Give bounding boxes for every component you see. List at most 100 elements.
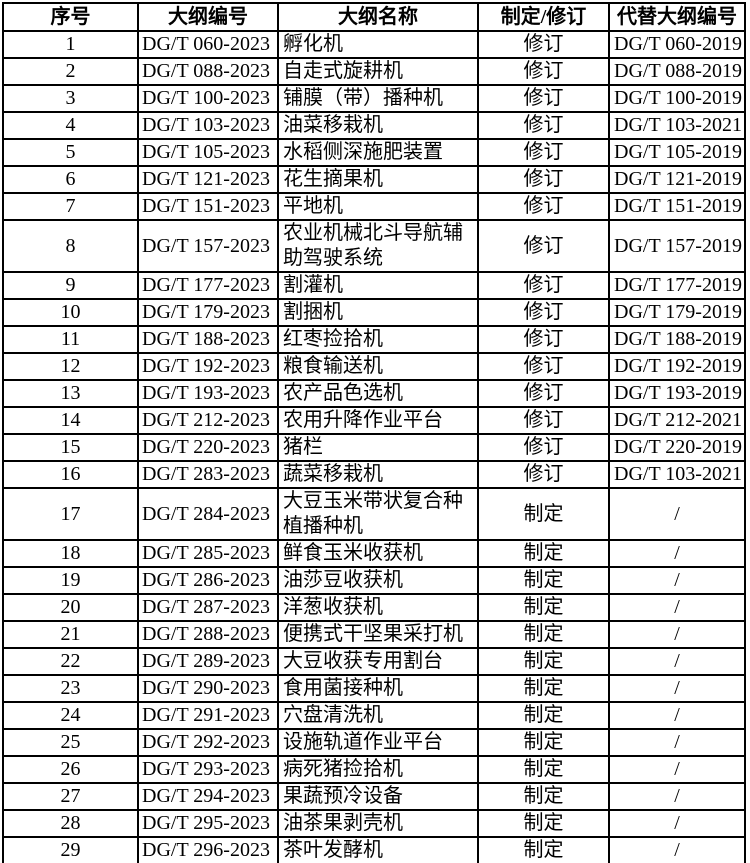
cell-replaced: / bbox=[608, 566, 746, 595]
cell-replaced: / bbox=[608, 809, 746, 838]
cell-type: 修订 bbox=[477, 192, 610, 221]
cell-name: 猪栏 bbox=[277, 433, 479, 462]
cell-code: DG/T 088-2023 bbox=[137, 57, 279, 86]
cell-name: 红枣捡拾机 bbox=[277, 325, 479, 354]
cell-name: 果蔬预冷设备 bbox=[277, 782, 479, 811]
cell-code: DG/T 103-2023 bbox=[137, 111, 279, 140]
table-row: 17 DG/T 284-2023 大豆玉米带状复合种植播种机 制定 / bbox=[2, 487, 746, 541]
column-header-outline-code: 大纲编号 bbox=[137, 2, 279, 32]
cell-no: 25 bbox=[2, 728, 139, 757]
cell-name: 病死猪捡拾机 bbox=[277, 755, 479, 784]
cell-code: DG/T 188-2023 bbox=[137, 325, 279, 354]
cell-type: 制定 bbox=[477, 728, 610, 757]
cell-no: 16 bbox=[2, 460, 139, 489]
cell-replaced: DG/T 193-2019 bbox=[608, 379, 746, 408]
cell-code: DG/T 295-2023 bbox=[137, 809, 279, 838]
cell-code: DG/T 287-2023 bbox=[137, 593, 279, 622]
cell-name: 设施轨道作业平台 bbox=[277, 728, 479, 757]
cell-type: 制定 bbox=[477, 782, 610, 811]
cell-no: 11 bbox=[2, 325, 139, 354]
cell-type: 修订 bbox=[477, 298, 610, 327]
cell-name: 穴盘清洗机 bbox=[277, 701, 479, 730]
cell-code: DG/T 157-2023 bbox=[137, 219, 279, 273]
cell-replaced: / bbox=[608, 620, 746, 649]
cell-name: 便携式干坚果采打机 bbox=[277, 620, 479, 649]
cell-replaced: DG/T 103-2021 bbox=[608, 111, 746, 140]
cell-type: 修订 bbox=[477, 219, 610, 273]
cell-type: 制定 bbox=[477, 701, 610, 730]
table-row: 25 DG/T 292-2023 设施轨道作业平台 制定 / bbox=[2, 728, 746, 757]
cell-name: 水稻侧深施肥装置 bbox=[277, 138, 479, 167]
cell-name: 油菜移栽机 bbox=[277, 111, 479, 140]
cell-code: DG/T 192-2023 bbox=[137, 352, 279, 381]
table-row: 20 DG/T 287-2023 洋葱收获机 制定 / bbox=[2, 593, 746, 622]
table-row: 23 DG/T 290-2023 食用菌接种机 制定 / bbox=[2, 674, 746, 703]
cell-code: DG/T 292-2023 bbox=[137, 728, 279, 757]
cell-no: 18 bbox=[2, 539, 139, 568]
table-row: 26 DG/T 293-2023 病死猪捡拾机 制定 / bbox=[2, 755, 746, 784]
cell-type: 制定 bbox=[477, 487, 610, 541]
cell-name: 蔬菜移栽机 bbox=[277, 460, 479, 489]
cell-no: 22 bbox=[2, 647, 139, 676]
cell-name: 食用菌接种机 bbox=[277, 674, 479, 703]
cell-type: 制定 bbox=[477, 566, 610, 595]
cell-replaced: DG/T 212-2021 bbox=[608, 406, 746, 435]
cell-no: 1 bbox=[2, 30, 139, 59]
cell-replaced: / bbox=[608, 836, 746, 863]
cell-replaced: DG/T 192-2019 bbox=[608, 352, 746, 381]
cell-name: 自走式旋耕机 bbox=[277, 57, 479, 86]
cell-name: 油茶果剥壳机 bbox=[277, 809, 479, 838]
cell-no: 19 bbox=[2, 566, 139, 595]
cell-name: 农业机械北斗导航辅助驾驶系统 bbox=[277, 219, 479, 273]
cell-no: 20 bbox=[2, 593, 139, 622]
cell-code: DG/T 060-2023 bbox=[137, 30, 279, 59]
table-row: 16 DG/T 283-2023 蔬菜移栽机 修订 DG/T 103-2021 bbox=[2, 460, 746, 489]
cell-no: 29 bbox=[2, 836, 139, 863]
cell-type: 修订 bbox=[477, 57, 610, 86]
cell-replaced: DG/T 121-2019 bbox=[608, 165, 746, 194]
table-row: 8 DG/T 157-2023 农业机械北斗导航辅助驾驶系统 修订 DG/T 157-2… bbox=[2, 219, 746, 273]
cell-type: 制定 bbox=[477, 539, 610, 568]
column-header-outline-name: 大纲名称 bbox=[277, 2, 479, 32]
cell-code: DG/T 177-2023 bbox=[137, 271, 279, 300]
cell-no: 26 bbox=[2, 755, 139, 784]
cell-replaced: DG/T 088-2019 bbox=[608, 57, 746, 86]
cell-code: DG/T 179-2023 bbox=[137, 298, 279, 327]
table-row: 7 DG/T 151-2023 平地机 修订 DG/T 151-2019 bbox=[2, 192, 746, 221]
cell-type: 修订 bbox=[477, 325, 610, 354]
cell-replaced: / bbox=[608, 487, 746, 541]
cell-no: 4 bbox=[2, 111, 139, 140]
table-row: 4 DG/T 103-2023 油菜移栽机 修订 DG/T 103-2021 bbox=[2, 111, 746, 140]
table-row: 28 DG/T 295-2023 油茶果剥壳机 制定 / bbox=[2, 809, 746, 838]
cell-type: 制定 bbox=[477, 647, 610, 676]
cell-replaced: DG/T 100-2019 bbox=[608, 84, 746, 113]
cell-replaced: DG/T 151-2019 bbox=[608, 192, 746, 221]
cell-replaced: / bbox=[608, 701, 746, 730]
cell-no: 23 bbox=[2, 674, 139, 703]
cell-replaced: DG/T 060-2019 bbox=[608, 30, 746, 59]
cell-code: DG/T 296-2023 bbox=[137, 836, 279, 863]
table-row: 10 DG/T 179-2023 割捆机 修订 DG/T 179-2019 bbox=[2, 298, 746, 327]
cell-replaced: / bbox=[608, 674, 746, 703]
table-row: 1 DG/T 060-2023 孵化机 修订 DG/T 060-2019 bbox=[2, 30, 746, 59]
cell-replaced: / bbox=[608, 728, 746, 757]
table-row: 2 DG/T 088-2023 自走式旋耕机 修订 DG/T 088-2019 bbox=[2, 57, 746, 86]
cell-type: 修订 bbox=[477, 165, 610, 194]
cell-code: DG/T 220-2023 bbox=[137, 433, 279, 462]
column-header-establish-or-revise: 制定/修订 bbox=[477, 2, 610, 32]
cell-name: 割灌机 bbox=[277, 271, 479, 300]
cell-replaced: DG/T 220-2019 bbox=[608, 433, 746, 462]
cell-name: 洋葱收获机 bbox=[277, 593, 479, 622]
cell-code: DG/T 105-2023 bbox=[137, 138, 279, 167]
cell-code: DG/T 212-2023 bbox=[137, 406, 279, 435]
cell-no: 28 bbox=[2, 809, 139, 838]
cell-no: 15 bbox=[2, 433, 139, 462]
cell-no: 17 bbox=[2, 487, 139, 541]
cell-name: 农用升降作业平台 bbox=[277, 406, 479, 435]
cell-type: 制定 bbox=[477, 674, 610, 703]
cell-type: 制定 bbox=[477, 755, 610, 784]
cell-code: DG/T 288-2023 bbox=[137, 620, 279, 649]
cell-replaced: DG/T 179-2019 bbox=[608, 298, 746, 327]
table-row: 15 DG/T 220-2023 猪栏 修订 DG/T 220-2019 bbox=[2, 433, 746, 462]
